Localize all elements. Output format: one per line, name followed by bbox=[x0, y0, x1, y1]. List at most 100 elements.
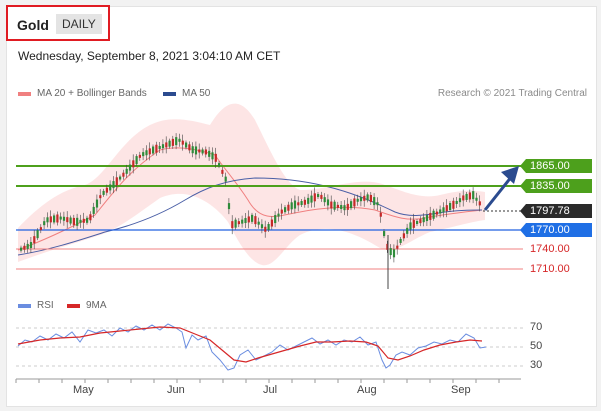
level-tag-price: 1797.78 bbox=[530, 205, 570, 217]
candle-body bbox=[462, 195, 465, 201]
candle-body bbox=[92, 206, 95, 214]
candle-body bbox=[26, 243, 29, 249]
x-label-jun: Jun bbox=[167, 384, 185, 396]
timeframe-chip[interactable]: DAILY bbox=[56, 14, 102, 34]
candle-body bbox=[267, 224, 270, 230]
instrument-title: Gold bbox=[17, 17, 49, 33]
candle-body bbox=[313, 193, 316, 202]
candle-body bbox=[402, 233, 405, 239]
candle-body bbox=[379, 212, 382, 217]
candle-body bbox=[416, 221, 419, 224]
candle-body bbox=[422, 217, 425, 223]
candle-body bbox=[185, 142, 188, 148]
candle-body bbox=[122, 172, 125, 177]
candle-body bbox=[105, 187, 108, 193]
candle-body bbox=[270, 219, 273, 227]
candle-body bbox=[399, 238, 402, 243]
candle-body bbox=[227, 203, 231, 210]
candle-body bbox=[287, 204, 290, 211]
candle-body bbox=[194, 146, 198, 155]
candle-body bbox=[363, 195, 366, 201]
candle-body bbox=[425, 215, 429, 222]
candle-body bbox=[260, 224, 264, 229]
candle-body bbox=[452, 200, 455, 209]
candle-body bbox=[142, 152, 145, 157]
candle-body bbox=[102, 190, 105, 195]
candle-body bbox=[389, 248, 392, 256]
candle-body bbox=[280, 209, 283, 214]
level-tag-1770: 1770.00 bbox=[530, 224, 570, 236]
candle-body bbox=[264, 226, 267, 232]
candle-body bbox=[340, 205, 343, 210]
candle-body bbox=[330, 201, 333, 209]
candle-body bbox=[69, 217, 72, 224]
ma20-label: MA 20 + Bollinger Bands bbox=[37, 88, 147, 99]
candle-body bbox=[429, 212, 432, 220]
rsi-axis-70: 70 bbox=[530, 321, 543, 333]
title-highlight: Gold DAILY bbox=[6, 5, 110, 41]
candle-body bbox=[336, 204, 339, 208]
candle-body bbox=[33, 236, 36, 244]
candle-body bbox=[66, 217, 69, 223]
candle-body bbox=[376, 202, 379, 206]
candle-body bbox=[412, 219, 415, 228]
candle-body bbox=[468, 192, 471, 200]
legend-9ma: 9MA bbox=[67, 300, 107, 311]
candle-body bbox=[307, 197, 310, 204]
candle-body bbox=[353, 198, 356, 207]
candle-body bbox=[79, 219, 82, 223]
candle-body bbox=[435, 211, 438, 215]
candle-body bbox=[320, 194, 323, 199]
candle-body bbox=[406, 227, 409, 234]
projection-arrow bbox=[483, 175, 514, 211]
candle-body bbox=[475, 197, 478, 201]
candle-body bbox=[277, 213, 280, 217]
time-axis-ticks bbox=[15, 379, 500, 383]
candle-body bbox=[112, 181, 115, 189]
candle-body bbox=[204, 149, 207, 155]
candle-body bbox=[86, 217, 89, 223]
candle-body bbox=[95, 199, 99, 208]
candle-body bbox=[132, 160, 135, 168]
candle-body bbox=[76, 217, 79, 226]
candle-body bbox=[323, 197, 326, 203]
candle-body bbox=[237, 221, 240, 225]
ma50-swatch bbox=[163, 91, 176, 96]
candle-body bbox=[274, 215, 277, 224]
candle-body bbox=[89, 214, 92, 221]
candle-body bbox=[128, 164, 132, 171]
candle-body bbox=[115, 177, 118, 186]
ma50-line bbox=[17, 177, 483, 256]
candle-body bbox=[373, 197, 376, 206]
level-tag-1835: 1835.00 bbox=[530, 180, 570, 192]
candle-body bbox=[82, 218, 85, 223]
candle-body bbox=[36, 230, 39, 239]
candle-body bbox=[333, 201, 336, 210]
legend-ma20: MA 20 + Bollinger Bands bbox=[18, 88, 147, 99]
candle-body bbox=[148, 148, 151, 155]
candle-body bbox=[455, 200, 458, 204]
candle-body bbox=[175, 137, 178, 146]
candle-body bbox=[439, 209, 442, 214]
rsi-swatch bbox=[18, 303, 31, 308]
candle-body bbox=[214, 153, 217, 162]
candle-body bbox=[191, 146, 194, 154]
candle-body bbox=[109, 184, 112, 191]
candle-body bbox=[20, 247, 23, 251]
candles bbox=[20, 133, 481, 289]
candle-body bbox=[293, 200, 297, 209]
rsi-axis-30: 30 bbox=[530, 359, 543, 371]
candle-body bbox=[198, 149, 201, 153]
candle-body bbox=[135, 156, 138, 165]
candle-body bbox=[251, 214, 254, 222]
rsi-ma-line bbox=[17, 326, 483, 363]
x-label-may: May bbox=[73, 384, 94, 396]
candle-body bbox=[208, 150, 211, 157]
candle-body bbox=[145, 150, 148, 156]
candle-body bbox=[366, 194, 369, 201]
candle-body bbox=[43, 221, 46, 226]
candle-body bbox=[221, 169, 224, 174]
candle-body bbox=[29, 242, 33, 249]
candle-body bbox=[383, 231, 386, 237]
candle-body bbox=[46, 217, 49, 223]
